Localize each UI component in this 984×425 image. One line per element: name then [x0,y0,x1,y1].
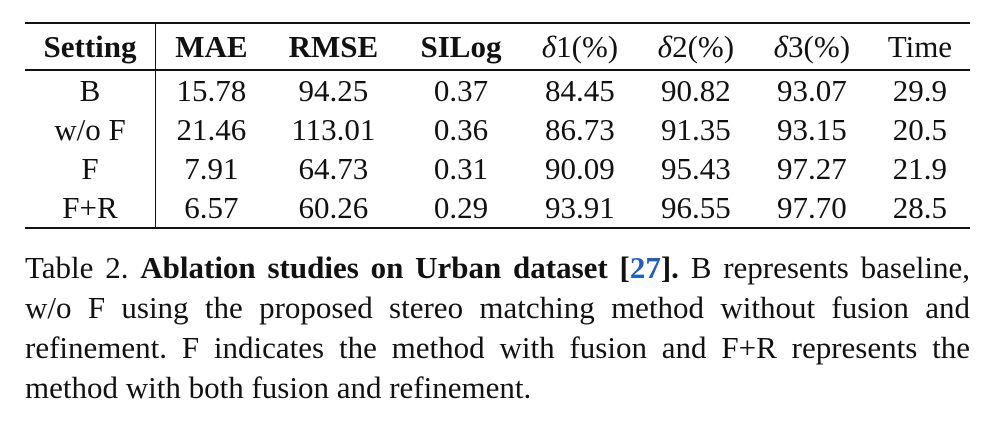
table-row: F 7.91 64.73 0.31 90.09 95.43 97.27 21.9 [25,149,970,188]
caption-body: B represents baseline, w/o F using the p… [25,250,970,405]
cell-silog: 0.29 [433,190,489,225]
caption-title-text: Ablation studies on Urban dataset [ [140,250,630,285]
table-row: F+R 6.57 60.26 0.29 93.91 96.55 97.70 28… [25,188,970,228]
cell-delta3: 93.07 [776,73,847,108]
header-setting: Setting [25,23,156,70]
cell-rmse: 64.73 [298,151,369,186]
citation-link[interactable]: 27 [629,250,661,285]
cell-time: 28.5 [892,190,948,225]
cell-silog: 0.36 [433,112,489,147]
cell-rmse: 113.01 [291,112,376,147]
cell-delta2: 96.55 [661,190,731,225]
header-silog: SILog [420,29,502,64]
cell-mae: 21.46 [176,112,247,147]
cell-delta2: 90.82 [661,73,731,108]
cell-time: 20.5 [892,112,948,147]
cell-setting: F+R [25,188,156,228]
table-caption: Table 2. Ablation studies on Urban datas… [25,248,970,408]
cell-delta1: 84.45 [545,73,615,108]
cell-delta3: 93.15 [776,112,847,147]
header-time: Time [887,29,953,64]
cell-mae: 7.91 [184,151,239,186]
table-row: w/o F 21.46 113.01 0.36 86.73 91.35 93.1… [25,110,970,149]
caption-label: Table 2. [25,250,129,285]
caption-title-close: ]. [660,250,679,285]
header-mae: MAE [175,29,248,64]
header-delta3: δ3(%) [773,29,851,64]
cell-delta1: 86.73 [545,112,615,147]
cell-time: 29.9 [892,73,948,108]
cell-delta1: 93.91 [545,190,615,225]
cell-mae: 15.78 [176,73,247,108]
cell-rmse: 60.26 [298,190,369,225]
cell-setting: F [25,149,156,188]
cell-delta2: 91.35 [661,112,731,147]
header-rmse: RMSE [288,29,379,64]
cell-setting: B [25,70,156,110]
table-header-row: Setting MAE RMSE SILog δ1(%) δ2(%) δ3(%)… [25,23,970,70]
cell-time: 21.9 [892,151,948,186]
table-row: B 15.78 94.25 0.37 84.45 90.82 93.07 29.… [25,70,970,110]
cell-mae: 6.57 [184,190,239,225]
cell-delta3: 97.70 [776,190,847,225]
caption-title: Ablation studies on Urban dataset [27]. [140,250,679,285]
cell-rmse: 94.25 [298,73,369,108]
cell-setting: w/o F [25,110,156,149]
cell-silog: 0.37 [433,73,489,108]
ablation-table-container: Setting MAE RMSE SILog δ1(%) δ2(%) δ3(%)… [25,22,970,229]
cell-delta3: 97.27 [776,151,847,186]
header-delta2: δ2(%) [657,29,735,64]
cell-delta1: 90.09 [545,151,615,186]
ablation-table: Setting MAE RMSE SILog δ1(%) δ2(%) δ3(%)… [25,22,970,229]
cell-silog: 0.31 [433,151,489,186]
header-delta1: δ1(%) [541,29,619,64]
cell-delta2: 95.43 [661,151,731,186]
